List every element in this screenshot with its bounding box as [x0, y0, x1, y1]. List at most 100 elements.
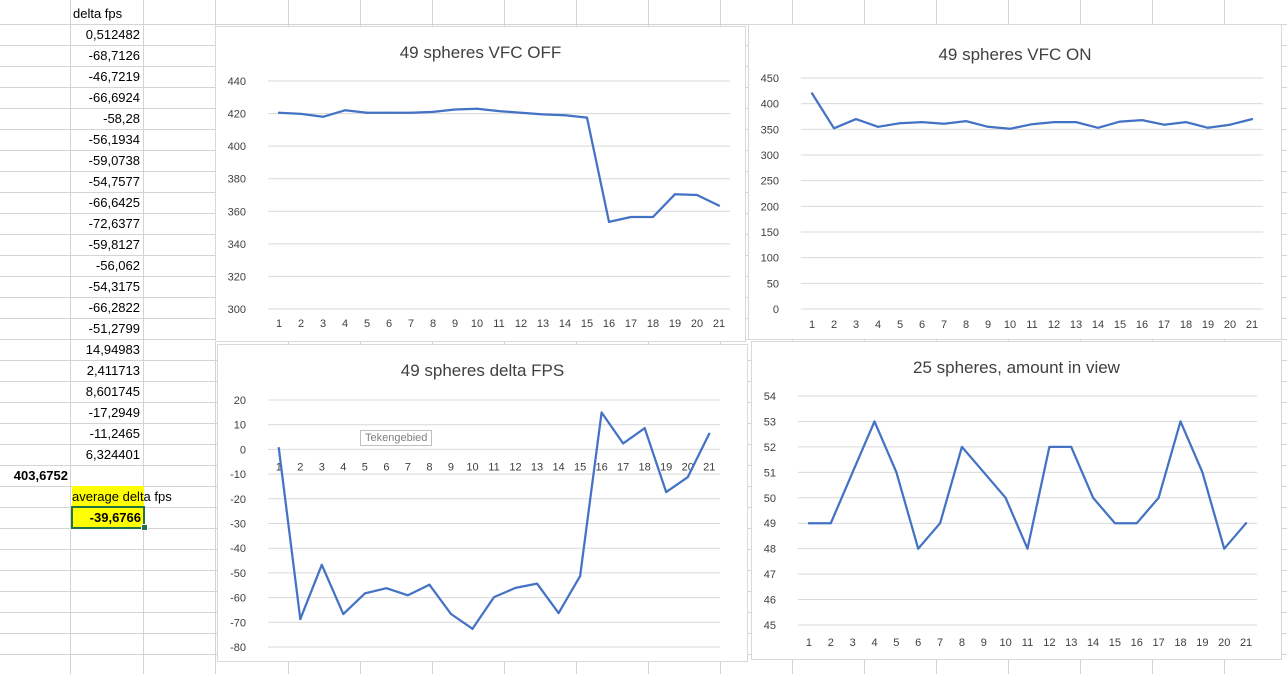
data-point	[960, 445, 963, 448]
delta-fps-cell[interactable]: -66,6924	[88, 90, 140, 105]
x-tick-label: 11	[488, 461, 499, 473]
y-tick-label: 50	[764, 493, 776, 505]
data-point	[674, 193, 676, 196]
x-tick-label: 15	[1114, 319, 1126, 331]
data-point	[696, 194, 698, 196]
data-point	[320, 563, 323, 566]
y-tick-label: 10	[234, 420, 246, 432]
data-point	[939, 522, 942, 525]
data-point	[1097, 126, 1099, 129]
data-point	[1075, 121, 1077, 124]
x-tick-label: 1	[806, 637, 812, 649]
data-point	[1070, 445, 1073, 448]
delta-fps-cell[interactable]: -66,6425	[88, 195, 140, 210]
delta-fps-cell[interactable]: -54,3175	[88, 279, 140, 294]
chart-vfc-off[interactable]: 49 spheres VFC OFF 300 320 340 360 380 400 420 4…	[215, 26, 746, 342]
y-tick-label: 320	[228, 271, 246, 283]
delta-fps-cell[interactable]: -58,28	[103, 111, 140, 126]
delta-fps-cell[interactable]: -17,2949	[88, 405, 140, 420]
delta-fps-cell[interactable]: 8,601745	[85, 384, 140, 399]
delta-fps-cell[interactable]: -66,2822	[88, 300, 140, 315]
data-point	[855, 118, 857, 121]
x-tick-label: 10	[1004, 319, 1016, 331]
y-tick-label: 100	[761, 253, 779, 265]
data-point	[428, 583, 431, 586]
delta-fps-cell[interactable]: -56,062	[95, 258, 140, 273]
left-value-cell[interactable]: 403,6752	[13, 468, 68, 483]
delta-fps-cell[interactable]: -56,1934	[88, 132, 140, 147]
data-point	[1053, 121, 1055, 124]
y-tick-label: -40	[230, 543, 246, 555]
x-tick-label: 17	[625, 318, 637, 330]
selection-handle[interactable]	[141, 524, 148, 531]
x-tick-label: 14	[559, 318, 571, 330]
chart-vfc-on[interactable]: 49 spheres VFC ON 0 50 100 150 200 250 300 350 40…	[748, 24, 1282, 340]
data-point	[1113, 522, 1116, 525]
data-point	[1251, 118, 1253, 121]
delta-fps-cell[interactable]: -11,2465	[89, 426, 140, 441]
delta-fps-cell[interactable]: 14,94983	[85, 342, 140, 357]
x-tick-label: 13	[1070, 319, 1082, 331]
x-tick-label: 8	[959, 637, 965, 649]
data-point	[1092, 496, 1095, 499]
x-tick-label: 3	[320, 318, 326, 330]
chart-amount-in-view[interactable]: 25 spheres, amount in view 45 46 47 48 49 50 51…	[751, 341, 1282, 660]
x-tick-label: 14	[1087, 637, 1099, 649]
x-tick-label: 21	[1240, 637, 1252, 649]
delta-fps-cell[interactable]: 6,324401	[85, 447, 140, 462]
y-tick-label: 54	[764, 391, 776, 403]
delta-fps-cell[interactable]: -72,6377	[88, 216, 140, 231]
data-point	[1185, 121, 1187, 124]
x-tick-label: 3	[850, 637, 856, 649]
y-tick-label: 450	[761, 73, 779, 85]
data-point	[586, 116, 588, 119]
x-tick-label: 9	[981, 637, 987, 649]
data-point	[943, 122, 945, 125]
data-point	[807, 522, 810, 525]
data-point	[277, 447, 280, 450]
y-tick-label: 400	[228, 141, 246, 153]
delta-fps-cell[interactable]: -59,8127	[88, 237, 140, 252]
x-tick-label: 7	[941, 319, 947, 331]
x-tick-label: 6	[919, 319, 925, 331]
chart-delta-fps[interactable]: 49 spheres delta FPS -80 -70 -60 -50 -40 -30 -2…	[217, 344, 748, 662]
x-tick-label: 14	[552, 461, 564, 473]
average-value-cell[interactable]: -39,6766	[71, 506, 145, 529]
x-tick-label: 20	[1224, 319, 1236, 331]
x-tick-label: 12	[1043, 637, 1055, 649]
average-label-cell[interactable]: average delta fps	[72, 486, 172, 507]
delta-fps-cell[interactable]: -46,7219	[88, 69, 140, 84]
x-tick-label: 18	[1174, 637, 1186, 649]
x-tick-label: 1	[809, 319, 815, 331]
delta-fps-cell[interactable]: -51,2799	[88, 321, 140, 336]
y-tick-label: -60	[230, 593, 246, 605]
x-tick-label: 10	[471, 318, 483, 330]
data-point	[406, 594, 409, 597]
y-tick-label: -80	[230, 642, 246, 654]
x-tick-label: 4	[871, 637, 877, 649]
delta-fps-cell[interactable]: 0,512482	[85, 27, 140, 42]
x-tick-label: 15	[581, 318, 593, 330]
delta-fps-cell[interactable]: -59,0738	[88, 153, 140, 168]
data-point	[536, 582, 539, 585]
column-header-cell[interactable]: delta fps	[73, 6, 123, 21]
delta-fps-cell[interactable]: 2,411713	[86, 363, 140, 378]
delta-fps-cell[interactable]: -68,7126	[88, 48, 140, 63]
y-tick-label: 350	[761, 124, 779, 136]
data-point	[622, 442, 625, 445]
y-tick-label: -10	[230, 469, 246, 481]
delta-fps-cell[interactable]: -54,7577	[88, 174, 140, 189]
y-tick-label: 300	[228, 304, 246, 316]
x-tick-label: 5	[364, 318, 370, 330]
data-point	[520, 111, 522, 114]
x-tick-label: 16	[1131, 637, 1143, 649]
data-point	[1048, 445, 1051, 448]
data-point	[917, 547, 920, 550]
chart-area-tooltip: Tekengebied	[360, 430, 433, 446]
x-tick-label: 17	[1158, 319, 1170, 331]
y-tick-label: 360	[228, 206, 246, 218]
x-tick-label: 19	[1196, 637, 1208, 649]
series-line	[277, 107, 721, 224]
x-tick-label: 2	[298, 318, 304, 330]
x-tick-label: 17	[1153, 637, 1165, 649]
